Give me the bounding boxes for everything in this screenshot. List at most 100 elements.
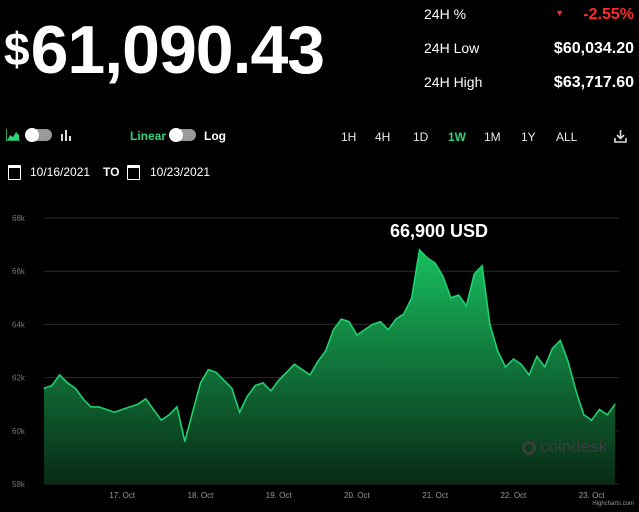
data-point [129,406,131,408]
range-1w[interactable]: 1W [448,130,466,144]
area-chart-icon[interactable] [6,129,20,141]
data-point [356,334,358,336]
data-point [317,361,319,363]
data-point [199,382,202,384]
x-tick-label: 20. Oct [344,491,371,500]
data-point [285,371,288,373]
data-point [536,355,538,357]
data-point [160,419,162,421]
down-arrow-icon: ▼ [555,8,564,18]
data-point [137,403,139,405]
data-point [66,382,69,384]
data-point [246,395,249,397]
data-point [379,321,381,323]
scale-linear-label[interactable]: Linear [130,129,167,143]
calendar-icon[interactable] [8,165,21,180]
data-point [152,408,155,411]
data-point [426,257,428,259]
data-point [450,297,452,299]
calendar-icon[interactable] [127,165,140,180]
data-point [465,305,468,307]
data-point [583,414,585,416]
download-icon[interactable] [614,129,627,143]
stat-label: 24H Low [424,40,480,56]
y-tick-label: 68k [12,214,26,223]
data-point [434,262,436,264]
stat-value: $60,034.20 [553,40,634,57]
data-point [458,294,460,296]
y-tick-label: 64k [12,320,26,329]
data-point [238,411,241,413]
x-tick-label: 23. Oct [579,491,606,500]
data-point [105,408,108,411]
date-to-label: TO [103,165,120,179]
stat-label: 24H High [424,74,483,90]
highcharts-credit[interactable]: Highcharts.com [592,501,634,507]
range-1m[interactable]: 1M [484,130,501,144]
data-point [223,379,225,381]
data-point [98,406,100,408]
data-point [74,387,76,389]
data-point [192,411,194,413]
data-point [207,369,209,371]
data-point [278,379,280,381]
toggle-knob [25,128,39,142]
peak-label: 66,900 USD [390,221,489,241]
watermark-text: coindesk [540,437,608,456]
data-point [270,390,272,392]
data-point [348,321,350,323]
stat-24h-low: 24H Low $60,034.20 [424,40,634,62]
data-point [387,329,389,331]
x-tick-label: 22. Oct [500,491,527,500]
data-point [411,297,413,299]
data-point [442,275,444,278]
chart-type-toggle[interactable] [25,128,52,142]
data-point [176,406,178,408]
data-point [591,419,593,421]
data-point [567,361,569,363]
stat-label: 24H % [424,6,467,22]
range-4h[interactable]: 4H [375,130,391,144]
stat-value: -2.55% [583,6,634,23]
currency-symbol: $ [4,23,30,75]
data-point [551,347,554,349]
range-1d[interactable]: 1D [413,130,429,144]
price-value: 61,090.43 [30,12,326,88]
data-point [262,382,264,384]
scale-log-label[interactable]: Log [204,129,226,143]
data-point [606,414,608,416]
range-1h[interactable]: 1H [341,130,357,144]
range-1y[interactable]: 1Y [521,130,536,144]
data-point [371,323,374,325]
data-point [254,384,256,387]
stat-24h-percent: 24H % ▼ -2.55% [424,6,634,28]
y-tick-label: 66k [12,267,26,276]
data-point [528,374,530,376]
data-point [215,371,217,373]
bar-chart-icon[interactable] [60,129,72,141]
data-point [340,318,342,320]
series-area [44,249,616,484]
range-all[interactable]: ALL [556,130,578,144]
data-point [614,403,616,405]
data-point [403,313,405,315]
y-tick-label: 60k [12,427,26,436]
data-point [82,398,84,400]
data-point [59,374,61,376]
data-point [301,369,303,371]
x-tick-label: 17. Oct [109,491,136,500]
data-point [395,318,397,320]
price-chart-svg: 58k 60k 62k 64k 66k 68k 17. Oct 18. Oct 19. Oct 2… [12,214,619,500]
data-point [325,350,327,352]
data-point [473,273,475,275]
price-chart[interactable]: 58k 60k 62k 64k 66k 68k 17. Oct 18. Oct 19. Oct 2… [0,200,639,507]
date-from[interactable]: 10/16/2021 [30,165,91,179]
stat-value: $63,717.60 [553,74,634,91]
scale-toggle[interactable] [169,128,196,142]
chart-controls: Linear Log 1H 4H 1D 1W 1M 1Y ALL [0,120,639,154]
data-point [332,329,335,331]
data-point [497,350,499,352]
date-to[interactable]: 10/23/2021 [150,165,211,179]
current-price: $61,090.43 [4,16,325,84]
stat-24h-high: 24H High $63,717.60 [424,74,634,96]
